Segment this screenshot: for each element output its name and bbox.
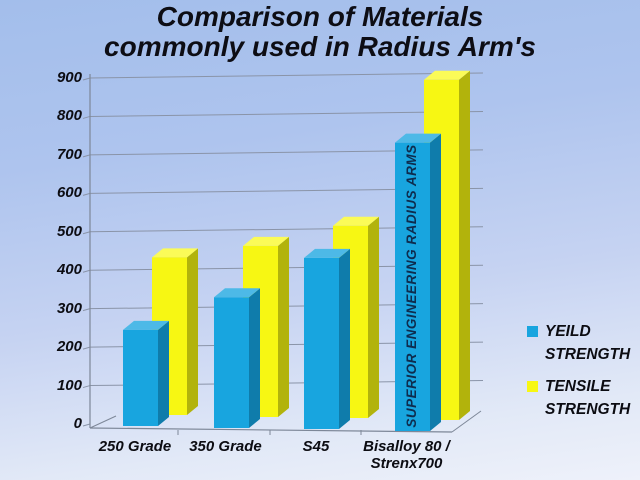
legend-item-yield-strength: YEILD STRENGTH (527, 320, 632, 366)
legend-label-yield: YEILD STRENGTH (545, 323, 631, 363)
bar-tensile-0-side (187, 248, 198, 415)
bar-yield-0-side (158, 320, 169, 426)
bar-yield-3-side (430, 133, 441, 431)
bar-yield-0-top (123, 320, 169, 330)
bar-yield-3-top (395, 133, 441, 143)
bar-tensile-1-top (243, 236, 289, 246)
yield-strength-swatch (527, 326, 538, 337)
y-axis-tick (82, 115, 91, 119)
bar-yield-2-top (304, 248, 350, 258)
bar-tensile-0-top (152, 248, 198, 258)
bar-yield-2-front (304, 257, 339, 429)
bar-yield-3-front (395, 142, 430, 431)
chart-title: Comparison of Materials commonly used in… (0, 2, 640, 62)
y-axis-tick (82, 192, 91, 196)
bar-yield-0-front (123, 329, 158, 426)
floor-front-edge (89, 427, 453, 433)
y-axis-tick (82, 346, 91, 350)
y-axis-tick-label: 600 (56, 184, 82, 202)
y-axis-tick-label: 900 (56, 69, 82, 86)
bar-yield-1-side (249, 288, 260, 428)
y-axis-tick-label: 700 (56, 145, 82, 163)
bar-tensile-3-side (459, 70, 470, 421)
bar-yield-1-top (214, 288, 260, 298)
bar-yield-2-side (339, 248, 350, 429)
floor-left-edge (89, 415, 117, 429)
y-axis-tick-label: 0 (73, 415, 82, 432)
y-axis-tick-label: 100 (56, 376, 82, 394)
bar-tensile-3-top (424, 70, 470, 80)
y-axis-tick-label: 300 (56, 299, 82, 317)
y-axis-tick (82, 423, 91, 427)
bar-tensile-2-side (368, 216, 379, 418)
y-axis-tick (82, 385, 91, 389)
y-axis-tick (82, 269, 91, 273)
legend-label-tensile: TENSILE STRENGTH (545, 378, 631, 418)
y-axis-tick (82, 154, 91, 158)
y-axis-tick (82, 308, 91, 312)
gridline (89, 72, 484, 79)
y-axis-tick (82, 231, 91, 235)
chart-title-line2: commonly used in Radius Arm's (104, 31, 536, 62)
gridline (89, 110, 484, 117)
x-category-label: 250 Grade (98, 438, 172, 455)
chart-title-line1: Comparison of Materials (156, 1, 484, 32)
x-category-label: Bisalloy 80 / Strenx700 (363, 438, 450, 472)
y-axis-tick-label: 500 (56, 222, 82, 240)
tensile-strength-swatch (527, 381, 538, 392)
floor-right-edge (451, 410, 482, 433)
x-category-label: 350 Grade (189, 438, 262, 455)
legend-item-tensile-strength: TENSILE STRENGTH (527, 375, 632, 421)
bar-annotation-text: SUPERIOR ENGINEERING RADIUS ARMS (404, 144, 419, 428)
y-axis-tick (82, 77, 91, 81)
y-axis-tick-label: 800 (56, 107, 82, 125)
x-category-label: S45 (302, 438, 330, 455)
chart-legend: YEILD STRENGTH TENSILE STRENGTH (527, 320, 632, 430)
bar-tensile-1-side (278, 236, 289, 417)
y-axis-tick-label: 200 (56, 338, 82, 356)
y-axis-tick-label: 400 (56, 261, 82, 279)
bar-yield-1-front (214, 297, 249, 428)
bar-tensile-2-top (333, 216, 379, 226)
